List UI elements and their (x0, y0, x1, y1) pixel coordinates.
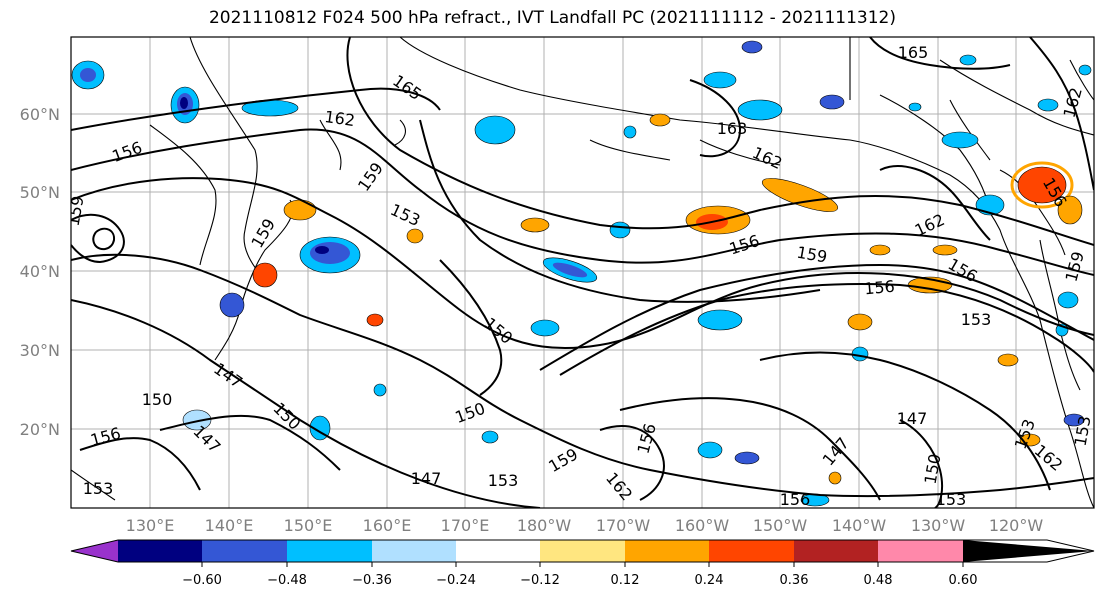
lon-labels: 130°E 140°E 150°E 160°E 170°E 180°W 170°… (126, 516, 1044, 535)
contour-label: 159 (354, 159, 387, 195)
lat-label: 60°N (20, 105, 60, 124)
contour-label: 156 (88, 424, 122, 450)
contour-label: 153 (387, 200, 423, 230)
contour-label: 165 (898, 43, 929, 62)
colorbar: −0.60 −0.48 −0.36 −0.24 −0.12 0.12 0.24 … (70, 539, 1095, 588)
map-plot: 165 162 165 162 163 162 156 159 153 159 … (64, 37, 1095, 509)
lon-label: 170°W (596, 516, 651, 535)
lat-labels: 60°N 50°N 40°N 30°N 20°N (20, 105, 60, 439)
contour-label: 156 (863, 277, 895, 299)
contour-label: 162 (1031, 441, 1067, 475)
lat-label: 40°N (20, 262, 60, 281)
colorbar-tick-label: 0.24 (695, 573, 724, 588)
plot-frame (70, 36, 1095, 509)
contour-label: 159 (545, 444, 581, 476)
colorbar-tick-label: −0.48 (267, 573, 307, 588)
contour-label: 162 (602, 469, 636, 505)
lon-label: 180°W (517, 516, 572, 535)
colorbar-segment (456, 540, 541, 562)
contour-label: 162 (1060, 85, 1086, 119)
contour-label: 163 (717, 119, 748, 138)
lon-label: 150°E (284, 516, 333, 535)
colorbar-tick-label: −0.12 (520, 573, 560, 588)
contour-label: 147 (897, 409, 928, 428)
lat-label: 30°N (20, 341, 60, 360)
colorbar-segment (202, 540, 287, 562)
contour-label: 153 (488, 471, 519, 490)
contour-label: 156 (727, 231, 762, 259)
contour-label: 159 (1062, 249, 1088, 283)
contour-label: 159 (795, 243, 828, 267)
colorbar-segment (625, 540, 710, 562)
lon-label: 130°W (911, 516, 966, 535)
contour-label: 147 (411, 469, 442, 488)
contour-label: 165 (389, 71, 425, 104)
contour-label: 153 (1011, 417, 1039, 452)
contour-label: 156 (110, 138, 145, 166)
contour-label: 153 (961, 310, 992, 329)
colorbar-segment (878, 540, 963, 562)
colorbar-segment (372, 540, 457, 562)
contour-label: 159 (64, 194, 88, 227)
contour-label: 153 (83, 479, 114, 498)
lon-label: 150°W (753, 516, 808, 535)
lon-label: 140°W (832, 516, 887, 535)
colorbar-segment (709, 540, 794, 562)
colorbar-tick-label: −0.60 (182, 573, 222, 588)
contours (71, 37, 1094, 508)
colorbar-tick-label: 0.48 (864, 573, 893, 588)
lat-label: 20°N (20, 420, 60, 439)
coastlines (71, 37, 1094, 508)
contour-label: 153 (1071, 414, 1095, 447)
lon-label: 170°E (441, 516, 490, 535)
colorbar-segment (963, 540, 1094, 562)
contour-label: 162 (323, 107, 356, 130)
lon-label: 160°W (675, 516, 730, 535)
contour-label: 156 (634, 421, 660, 455)
contour-label: 150 (142, 390, 173, 409)
contour-label: 147 (819, 434, 853, 470)
map-title: 2021110812 F024 500 hPa refract., IVT La… (208, 8, 896, 28)
colorbar-segment (540, 540, 625, 562)
shaded-patches (71, 40, 1092, 507)
contour-label: 156 (780, 490, 811, 509)
colorbar-segment (118, 540, 203, 562)
colorbar-tick-label: 0.60 (949, 573, 978, 588)
colorbar-tick-label: 0.12 (611, 573, 640, 588)
colorbar-tick-label: −0.36 (352, 573, 392, 588)
colorbar-tick-label: 0.36 (780, 573, 809, 588)
colorbar-tick-label: −0.24 (436, 573, 476, 588)
lon-label: 120°W (989, 516, 1044, 535)
graticule (71, 37, 1094, 508)
colorbar-segment (287, 540, 372, 562)
contour-label: 150 (453, 399, 488, 427)
lat-label: 50°N (20, 183, 60, 202)
lon-label: 130°E (126, 516, 175, 535)
lon-label: 140°E (205, 516, 254, 535)
colorbar-segment (794, 540, 879, 562)
lon-label: 160°E (363, 516, 412, 535)
colorbar-segment (71, 540, 118, 562)
contour-label: 159 (247, 215, 279, 251)
contour-label: 153 (936, 490, 967, 509)
